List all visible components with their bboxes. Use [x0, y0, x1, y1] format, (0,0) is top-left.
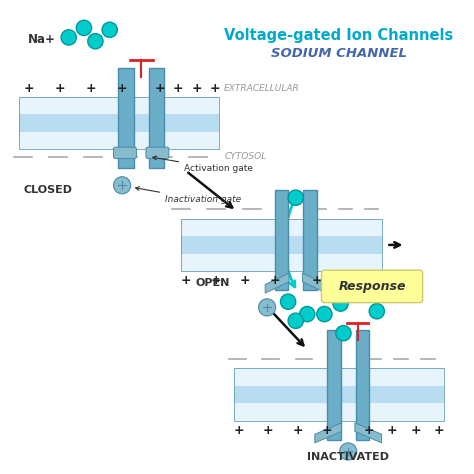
Text: +: +: [86, 82, 96, 95]
Circle shape: [114, 177, 131, 194]
Circle shape: [369, 303, 384, 319]
Text: +: +: [352, 274, 362, 287]
Polygon shape: [315, 423, 342, 443]
Bar: [234, 403, 444, 421]
Text: +: +: [210, 274, 221, 287]
Bar: [181, 254, 382, 271]
Bar: [19, 97, 219, 149]
Circle shape: [333, 296, 348, 311]
Text: SODIUM CHANNEL: SODIUM CHANNEL: [271, 47, 407, 60]
Text: CYTOSOL: CYTOSOL: [224, 152, 266, 161]
Circle shape: [288, 190, 303, 205]
Text: +: +: [173, 82, 184, 95]
Bar: [118, 68, 134, 168]
Bar: [181, 236, 382, 254]
Text: +: +: [263, 424, 273, 437]
Text: +: +: [311, 274, 322, 287]
Text: +: +: [181, 274, 191, 287]
Text: +: +: [292, 424, 303, 437]
Circle shape: [88, 34, 103, 49]
Text: +: +: [410, 424, 421, 437]
Bar: [303, 190, 317, 290]
Text: EXTRACELLULAR: EXTRACELLULAR: [224, 84, 300, 93]
FancyBboxPatch shape: [114, 147, 137, 159]
Text: +: +: [387, 424, 398, 437]
Text: +: +: [155, 82, 165, 95]
Text: +: +: [372, 274, 382, 287]
Bar: [149, 68, 164, 168]
Text: Na+: Na+: [27, 33, 55, 46]
Text: +: +: [434, 424, 444, 437]
Text: Inactivation gate: Inactivation gate: [136, 187, 241, 204]
Text: OPEN: OPEN: [196, 278, 230, 288]
Text: +: +: [322, 424, 333, 437]
Circle shape: [281, 294, 296, 310]
Text: +: +: [233, 424, 244, 437]
Text: INACTIVATED: INACTIVATED: [307, 452, 389, 462]
FancyBboxPatch shape: [146, 147, 169, 159]
Circle shape: [258, 299, 276, 316]
Text: +: +: [117, 82, 128, 95]
Circle shape: [102, 22, 118, 37]
Polygon shape: [355, 423, 382, 443]
Text: CLOSED: CLOSED: [24, 185, 73, 195]
Bar: [275, 190, 288, 290]
Circle shape: [61, 30, 76, 45]
Text: +: +: [55, 82, 65, 95]
Bar: [19, 114, 219, 132]
Circle shape: [300, 307, 315, 322]
Text: +: +: [269, 274, 280, 287]
Text: Activation gate: Activation gate: [153, 156, 253, 173]
Text: +: +: [23, 82, 34, 95]
Text: Voltage-gated Ion Channels: Voltage-gated Ion Channels: [224, 28, 453, 43]
Polygon shape: [302, 273, 326, 293]
Text: +: +: [240, 274, 250, 287]
Bar: [234, 386, 444, 403]
Text: +: +: [191, 82, 202, 95]
FancyBboxPatch shape: [321, 270, 423, 302]
Circle shape: [76, 20, 91, 36]
Bar: [327, 330, 341, 440]
Bar: [181, 219, 382, 236]
Bar: [19, 132, 219, 149]
Text: +: +: [210, 82, 220, 95]
Circle shape: [317, 307, 332, 322]
Bar: [356, 330, 369, 440]
Text: +: +: [364, 424, 374, 437]
Bar: [181, 219, 382, 271]
Bar: [234, 368, 444, 421]
Polygon shape: [265, 273, 289, 293]
Circle shape: [339, 443, 357, 460]
Circle shape: [336, 326, 351, 341]
Circle shape: [288, 313, 303, 328]
Bar: [19, 97, 219, 114]
Bar: [234, 368, 444, 386]
Text: Response: Response: [338, 280, 406, 293]
Text: +: +: [331, 274, 342, 287]
